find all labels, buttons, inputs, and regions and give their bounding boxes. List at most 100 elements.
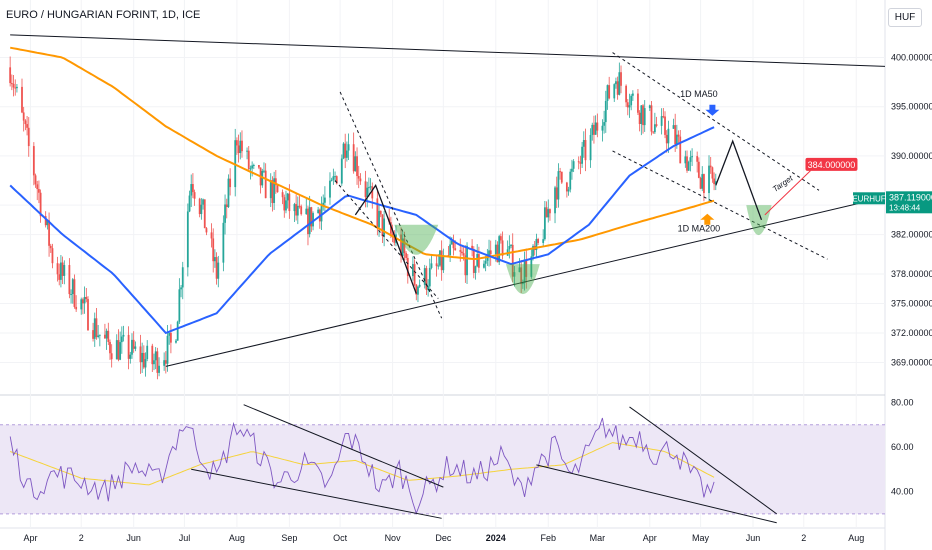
candle (452, 240, 455, 249)
candle (335, 176, 338, 184)
time-tick-label: 2 (801, 533, 806, 543)
candle (379, 210, 382, 215)
candle (555, 187, 558, 200)
candle (471, 245, 474, 249)
candle (300, 206, 303, 215)
candle (435, 263, 438, 267)
candle (687, 161, 690, 171)
candle (631, 93, 634, 96)
candle (92, 330, 94, 339)
projection-path (715, 139, 763, 221)
candle (80, 299, 83, 310)
candle (252, 164, 255, 166)
price-tick-label: 375.000000 (891, 298, 932, 308)
candle (97, 335, 100, 338)
candle (703, 174, 705, 194)
candle (307, 208, 309, 235)
candle (418, 284, 421, 287)
candle (274, 178, 277, 186)
candle (214, 257, 216, 262)
candle (264, 170, 267, 199)
candle (653, 124, 656, 133)
candle (205, 228, 208, 233)
candle (518, 267, 521, 273)
candle (83, 296, 86, 304)
candle (530, 256, 533, 277)
ma200-line (10, 46, 715, 261)
candle (691, 156, 693, 158)
candle (352, 144, 355, 172)
candle (56, 263, 59, 275)
candle (68, 265, 71, 295)
upper-trendline (10, 34, 886, 67)
candle (628, 105, 631, 108)
candle (342, 143, 345, 159)
time-tick-label: Jun (126, 533, 141, 543)
candle (510, 244, 512, 247)
candle (413, 264, 416, 285)
candle (508, 246, 511, 250)
candle (638, 112, 641, 125)
candle (439, 250, 441, 266)
rsi-ma-line (10, 442, 715, 486)
candle (383, 218, 386, 237)
candle (85, 296, 88, 300)
candle (376, 198, 379, 228)
candle (139, 346, 142, 363)
candle (537, 239, 540, 243)
candle (34, 175, 37, 185)
candle (655, 124, 658, 126)
currency-button[interactable]: HUF (888, 8, 922, 27)
time-tick-label: Aug (848, 533, 864, 543)
candle (466, 245, 468, 276)
candle (459, 250, 462, 252)
candle (141, 352, 144, 363)
candle (428, 267, 431, 287)
candle (472, 248, 475, 273)
candle (61, 262, 64, 276)
candle (308, 207, 311, 235)
candle (188, 195, 191, 212)
candle (158, 365, 160, 373)
candle (24, 120, 27, 125)
candle (263, 170, 265, 172)
candle (44, 216, 47, 226)
candle (601, 125, 604, 131)
candle (484, 260, 487, 264)
candle (625, 85, 627, 103)
candle (547, 209, 550, 218)
candle (247, 150, 250, 169)
candle (589, 134, 592, 161)
rsi-trendline (243, 404, 444, 488)
candle (347, 144, 350, 151)
candle (345, 150, 348, 158)
time-tick-label: Apr (643, 533, 657, 543)
candle (60, 262, 62, 280)
lower-trendline (165, 196, 886, 367)
ma50-label: 1D MA50 (680, 89, 718, 99)
candle (12, 83, 15, 88)
candle (178, 289, 181, 322)
candle (312, 213, 314, 227)
time-tick-label: Nov (385, 533, 402, 543)
candle (545, 207, 548, 218)
bottom-highlight (394, 224, 439, 255)
candle (596, 122, 599, 131)
candle (489, 250, 492, 255)
candle (48, 220, 50, 246)
candle (371, 186, 374, 199)
time-tick-label: Mar (590, 533, 606, 543)
candle (170, 332, 172, 343)
candle (477, 254, 480, 268)
candle (122, 334, 125, 337)
candle (672, 125, 675, 129)
symbol-label: EURHUF (852, 194, 885, 203)
candle (21, 86, 23, 113)
candle (154, 351, 157, 361)
candle (258, 164, 260, 168)
candle (572, 161, 575, 169)
candle (142, 352, 145, 368)
time-tick-label: Aug (229, 533, 245, 543)
candle (696, 156, 699, 162)
